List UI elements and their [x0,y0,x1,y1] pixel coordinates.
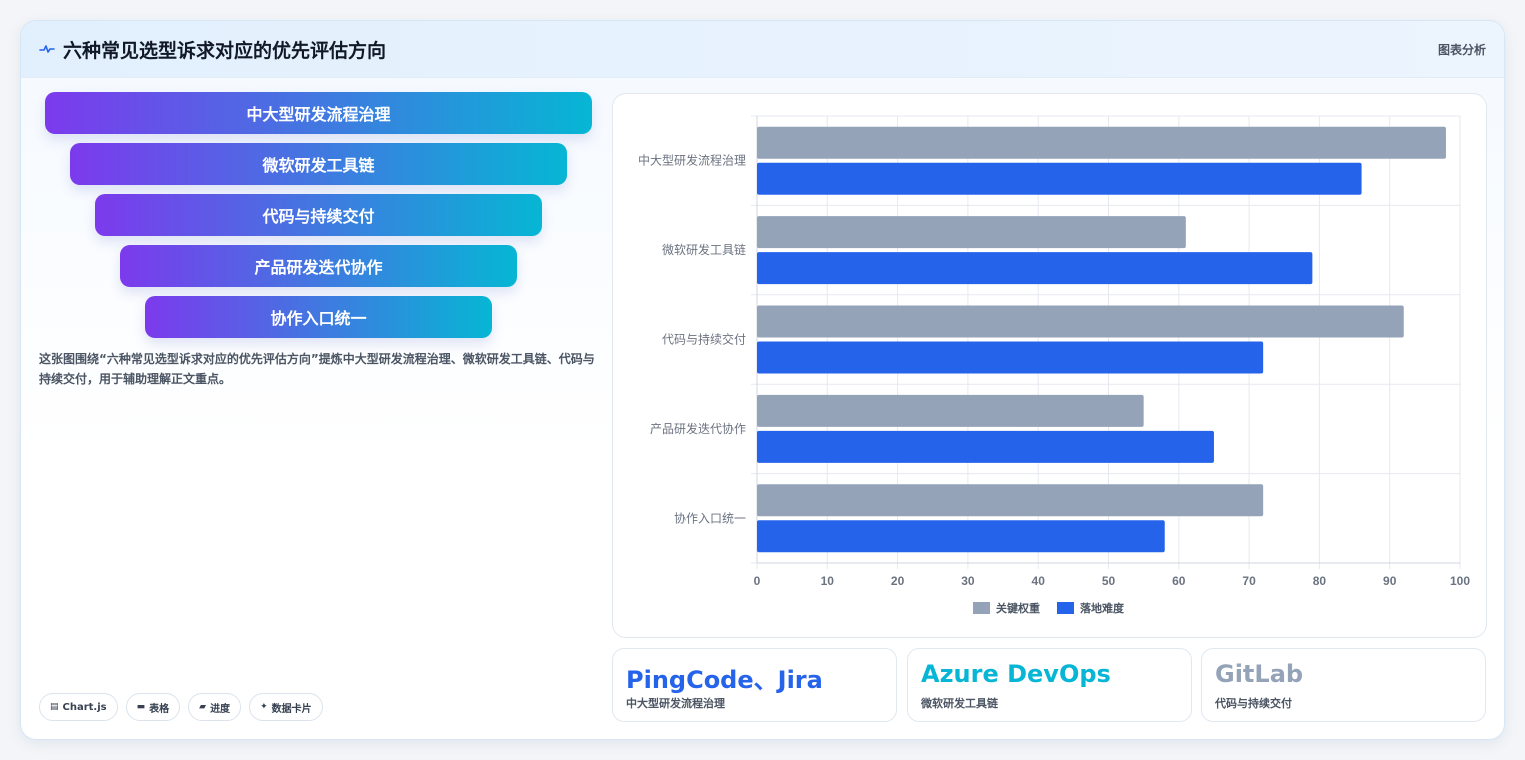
stat-label: 微软研发工具链 [921,697,998,710]
x-tick-label: 90 [1383,574,1397,588]
chip-data-card[interactable]: ✦ 数据卡片 [249,693,323,721]
chart-description: 这张图围绕“六种常见选型诉求对应的优先评估方向”提炼中大型研发流程治理、微软研发… [39,352,595,386]
bar [757,394,1144,427]
x-tick-label: 30 [961,574,975,588]
chip-chartjs[interactable]: ▤ Chart.js [39,693,118,721]
bar [757,126,1446,159]
chip-row: ▤ Chart.js ▬ 表格 ▰ 进度 ✦ 数据卡片 [39,693,323,721]
x-tick-label: 50 [1102,574,1116,588]
stat-card: GitLab 代码与持续交付 [1201,648,1486,722]
bar [757,341,1264,374]
stat-label: 中大型研发流程治理 [626,697,725,710]
chart-panel: 0 10 20 30 40 50 60 70 80 90 100 中大型研发流程治理微软研发工具链 代码… [612,93,1487,638]
page-title: 六种常见选型诉求对应的优先评估方向 [63,40,387,62]
x-tick-label: 70 [1242,574,1256,588]
sparkle-icon: ✦ [260,702,268,712]
funnel-item-label: 产品研发迭代协作 [254,258,383,277]
legend-label: 落地难度 [1080,601,1125,615]
funnel-item: 产品研发迭代协作 [120,245,517,287]
x-tick-label: 0 [754,574,761,588]
legend-label: 关键权重 [996,601,1040,615]
funnel-item: 中大型研发流程治理 [45,92,592,134]
x-tick-label: 20 [891,574,905,588]
funnel-item-label: 中大型研发流程治理 [246,105,391,124]
funnel-item: 代码与持续交付 [95,194,542,236]
category-label: 微软研发工具链 [662,242,746,257]
bar [757,305,1404,338]
bar-chart: 0 10 20 30 40 50 60 70 80 90 100 中大型研发流程治理微软研发工具链代码… [638,115,1470,615]
pulse-icon [39,45,55,53]
chart-icon: ▤ [50,702,59,712]
x-tick-label: 60 [1172,574,1186,588]
x-tick-label: 80 [1313,574,1327,588]
x-tick-label: 40 [1032,574,1046,588]
funnel-item: 微软研发工具链 [70,143,567,185]
stat-card: Azure DevOps 微软研发工具链 [907,648,1192,722]
chip-label: Chart.js [62,701,107,713]
table-icon: ▬ [136,702,146,712]
category-label: 代码与持续交付 [662,332,746,347]
card-header: 六种常见选型诉求对应的优先评估方向 图表分析 [21,21,1504,78]
stat-label: 代码与持续交付 [1215,697,1292,710]
x-tick-label: 10 [821,574,835,588]
bar [757,216,1186,249]
category-label: 中大型研发流程治理 [638,153,746,168]
chip-table[interactable]: ▬ 表格 [125,693,181,721]
funnel-item-label: 协作入口统一 [270,309,367,328]
bar [757,162,1362,195]
category-label: 产品研发迭代协作 [650,421,746,436]
bar [757,484,1264,517]
stat-card: PingCode、Jira 中大型研发流程治理 [612,648,897,722]
funnel-item-label: 微软研发工具链 [262,156,375,175]
legend-swatch [973,602,990,614]
chip-label: 数据卡片 [271,703,312,715]
stat-value: Azure DevOps [921,660,1111,688]
bar [757,520,1165,553]
chip-label: 表格 [149,703,170,715]
stat-value: PingCode、Jira [626,666,823,694]
main-card: 六种常见选型诉求对应的优先评估方向 图表分析 中大型研发流程治理 微软研发工具链… [20,20,1505,740]
bar [757,430,1214,463]
funnel-item: 协作入口统一 [145,296,492,338]
x-tick-label: 100 [1450,574,1470,588]
bar [757,252,1313,285]
chip-progress[interactable]: ▰ 进度 [188,693,242,721]
funnel-item-label: 代码与持续交付 [262,207,375,226]
category-label: 协作入口统一 [674,510,746,525]
chip-label: 进度 [210,703,231,715]
legend-swatch [1057,602,1074,614]
chart-analysis-label: 图表分析 [1437,43,1486,57]
progress-icon: ▰ [199,702,207,712]
stat-value: GitLab [1215,660,1304,688]
